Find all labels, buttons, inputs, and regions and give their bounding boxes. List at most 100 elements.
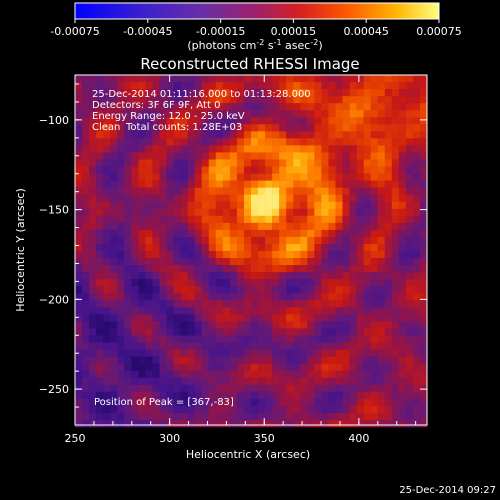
heatmap-cell — [194, 307, 203, 315]
heatmap-cell — [307, 265, 315, 273]
heatmap-cell — [194, 272, 203, 280]
heatmap-cell — [194, 412, 203, 421]
heatmap-cell — [363, 96, 371, 104]
heatmap-cell — [377, 215, 386, 224]
heatmap-cell — [75, 293, 83, 301]
heatmap-cell — [356, 300, 364, 308]
heatmap-cell — [370, 335, 379, 343]
heatmap-cell — [419, 335, 428, 343]
heatmap-cell — [180, 405, 188, 414]
heatmap-cell — [384, 236, 393, 245]
heatmap-cell — [307, 166, 315, 174]
heatmap-cell — [307, 103, 315, 111]
heatmap-cell — [363, 412, 371, 421]
heatmap-cell — [251, 145, 259, 153]
heatmap-cell — [180, 103, 188, 111]
heatmap-cell — [300, 75, 308, 83]
heatmap-cell — [166, 412, 174, 421]
heatmap-cell — [328, 251, 336, 259]
heatmap-cell — [201, 370, 210, 379]
heatmap-cell — [159, 377, 167, 386]
heatmap-cell — [180, 349, 188, 357]
heatmap-cell — [138, 103, 146, 111]
heatmap-cell — [173, 412, 181, 421]
heatmap-cell — [138, 180, 146, 188]
heatmap-cell — [145, 208, 153, 217]
heatmap-cell — [384, 103, 393, 111]
heatmap-cell — [159, 384, 167, 393]
heatmap-cell — [131, 293, 139, 301]
heatmap-cell — [370, 391, 379, 400]
heatmap-cell — [222, 208, 231, 217]
heatmap-cell — [321, 145, 329, 153]
heatmap-cell — [384, 229, 393, 238]
heatmap-cell — [166, 89, 174, 97]
heatmap-cell — [117, 286, 125, 294]
heatmap-cell — [335, 251, 343, 259]
heatmap-cell — [356, 293, 364, 301]
heatmap-cell — [117, 166, 125, 174]
heatmap-cell — [251, 103, 259, 111]
heatmap-cell — [258, 272, 266, 280]
heatmap-cell — [258, 236, 266, 245]
heatmap-cell — [166, 82, 174, 90]
heatmap-cell — [159, 82, 167, 90]
heatmap-cell — [131, 222, 139, 231]
heatmap-cell — [377, 356, 386, 364]
heatmap-cell — [180, 321, 188, 329]
heatmap-cell — [152, 356, 160, 364]
heatmap-cell — [124, 187, 132, 195]
heatmap-cell — [194, 405, 203, 414]
heatmap-cell — [286, 314, 294, 322]
heatmap-cell — [236, 286, 245, 294]
heatmap-cell — [89, 166, 97, 174]
heatmap-cell — [314, 265, 322, 273]
heatmap-cell — [194, 110, 203, 118]
heatmap-cell — [328, 286, 336, 294]
heatmap-cell — [152, 286, 160, 294]
heatmap-cell — [201, 412, 210, 421]
heatmap-cell — [307, 208, 315, 217]
heatmap-cell — [286, 300, 294, 308]
heatmap-cell — [110, 243, 118, 252]
heatmap-cell — [180, 82, 188, 90]
heatmap-cell — [307, 187, 315, 195]
heatmap-cell — [377, 131, 386, 139]
heatmap-cell — [363, 321, 371, 329]
heatmap-cell — [272, 258, 280, 266]
heatmap-cell — [342, 398, 350, 407]
heatmap-cell — [82, 117, 90, 125]
heatmap-cell — [349, 89, 357, 97]
heatmap-cell — [349, 208, 357, 217]
heatmap-cell — [103, 194, 111, 203]
heatmap-cell — [117, 342, 125, 350]
heatmap-cell — [384, 222, 393, 231]
heatmap-cell — [138, 89, 146, 97]
heatmap-cell — [103, 412, 111, 421]
heatmap-cell — [173, 82, 181, 90]
heatmap-cell — [215, 131, 224, 139]
heatmap-cell — [138, 272, 146, 280]
heatmap-cell — [293, 159, 301, 167]
heatmap-cell — [419, 342, 428, 350]
heatmap-cell — [75, 412, 83, 421]
heatmap-cell — [419, 251, 428, 259]
heatmap-cell — [384, 166, 393, 174]
heatmap-cell — [384, 117, 393, 125]
heatmap-cell — [328, 82, 336, 90]
heatmap-cell — [145, 272, 153, 280]
heatmap-cell — [384, 272, 393, 280]
heatmap-cell — [208, 159, 217, 167]
heatmap-cell — [215, 328, 224, 336]
heatmap-cell — [405, 251, 414, 259]
heatmap-cell — [279, 236, 287, 245]
heatmap-cell — [279, 377, 287, 386]
heatmap-cell — [293, 300, 301, 308]
heatmap-cell — [243, 363, 252, 371]
heatmap-cell — [152, 194, 160, 203]
heatmap-cell — [314, 236, 322, 245]
heatmap-cell — [405, 82, 414, 90]
heatmap-cell — [82, 138, 90, 146]
heatmap-cell — [131, 229, 139, 238]
heatmap-cell — [251, 419, 259, 428]
